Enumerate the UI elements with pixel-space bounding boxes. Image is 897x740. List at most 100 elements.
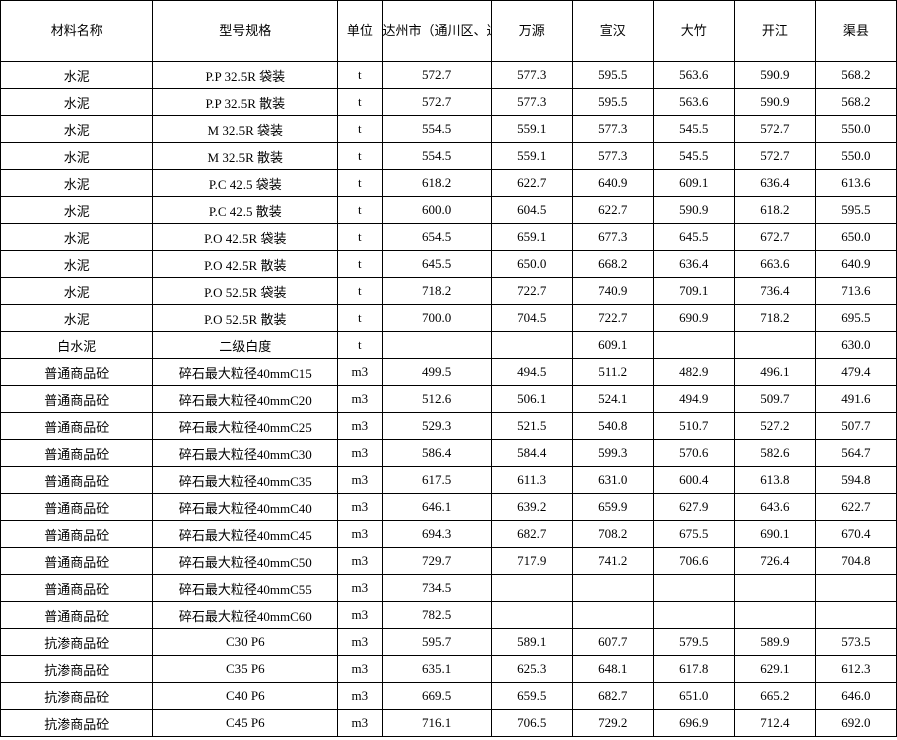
cell-v3: 595.5 [572,89,653,116]
cell-v5: 590.9 [734,62,815,89]
cell-v1: 646.1 [382,494,491,521]
cell-v6 [815,575,896,602]
cell-unit: m3 [338,629,382,656]
cell-v6: 670.4 [815,521,896,548]
materials-price-table: 材料名称型号规格单位达州市（通川区、达川区、高新区）万源宣汉大竹开江渠县 水泥P… [0,0,897,737]
cell-v6: 622.7 [815,494,896,521]
cell-v4: 609.1 [653,170,734,197]
cell-v6: 594.8 [815,467,896,494]
col-header-v6: 渠县 [815,1,896,62]
cell-v3: 740.9 [572,278,653,305]
cell-v2: 577.3 [491,89,572,116]
cell-v4: 600.4 [653,467,734,494]
cell-spec: C30 P6 [153,629,338,656]
cell-name: 水泥 [1,305,153,332]
cell-v5: 613.8 [734,467,815,494]
cell-v3: 540.8 [572,413,653,440]
cell-v6: 564.7 [815,440,896,467]
cell-name: 普通商品砼 [1,494,153,521]
cell-v3: 609.1 [572,332,653,359]
cell-unit: m3 [338,386,382,413]
cell-v2: 577.3 [491,62,572,89]
cell-name: 普通商品砼 [1,575,153,602]
cell-v2: 704.5 [491,305,572,332]
cell-v4: 545.5 [653,143,734,170]
cell-v3: 668.2 [572,251,653,278]
cell-unit: m3 [338,656,382,683]
cell-v6: 650.0 [815,224,896,251]
cell-v3: 659.9 [572,494,653,521]
cell-v1: 729.7 [382,548,491,575]
table-row: 水泥M 32.5R 散装t554.5559.1577.3545.5572.755… [1,143,897,170]
cell-unit: m3 [338,548,382,575]
cell-name: 普通商品砼 [1,548,153,575]
cell-v6: 568.2 [815,89,896,116]
cell-name: 水泥 [1,143,153,170]
cell-v6: 692.0 [815,710,896,737]
cell-v5: 665.2 [734,683,815,710]
cell-spec: 碎石最大粒径40mmC15 [153,359,338,386]
cell-spec: M 32.5R 散装 [153,143,338,170]
cell-v1: 586.4 [382,440,491,467]
cell-v4: 563.6 [653,89,734,116]
cell-v3: 511.2 [572,359,653,386]
cell-v6: 595.5 [815,197,896,224]
cell-spec: C45 P6 [153,710,338,737]
cell-v1: 600.0 [382,197,491,224]
table-row: 普通商品砼碎石最大粒径40mmC30m3586.4584.4599.3570.6… [1,440,897,467]
cell-spec: C40 P6 [153,683,338,710]
cell-v5 [734,575,815,602]
cell-name: 抗渗商品砼 [1,710,153,737]
cell-v1: 572.7 [382,89,491,116]
cell-v1: 595.7 [382,629,491,656]
cell-v5: 572.7 [734,116,815,143]
cell-v3: 599.3 [572,440,653,467]
cell-v4: 482.9 [653,359,734,386]
cell-v3: 595.5 [572,62,653,89]
cell-v1: 782.5 [382,602,491,629]
cell-spec: P.O 42.5R 散装 [153,251,338,278]
cell-v1: 645.5 [382,251,491,278]
cell-v4: 590.9 [653,197,734,224]
col-header-v2: 万源 [491,1,572,62]
cell-v1: 669.5 [382,683,491,710]
cell-v3: 577.3 [572,116,653,143]
cell-v4 [653,575,734,602]
cell-spec: 碎石最大粒径40mmC55 [153,575,338,602]
cell-v1: 499.5 [382,359,491,386]
cell-unit: m3 [338,683,382,710]
cell-name: 水泥 [1,170,153,197]
cell-spec: P.O 42.5R 袋装 [153,224,338,251]
cell-v5: 672.7 [734,224,815,251]
cell-name: 抗渗商品砼 [1,683,153,710]
cell-v2: 506.1 [491,386,572,413]
cell-v3: 607.7 [572,629,653,656]
cell-unit: t [338,332,382,359]
table-row: 水泥P.O 42.5R 袋装t654.5659.1677.3645.5672.7… [1,224,897,251]
cell-spec: 碎石最大粒径40mmC40 [153,494,338,521]
table-body: 水泥P.P 32.5R 袋装t572.7577.3595.5563.6590.9… [1,62,897,737]
cell-v4 [653,332,734,359]
cell-v5: 690.1 [734,521,815,548]
cell-spec: P.P 32.5R 散装 [153,89,338,116]
cell-v1: 734.5 [382,575,491,602]
cell-v3: 729.2 [572,710,653,737]
cell-v2: 717.9 [491,548,572,575]
cell-v6: 479.4 [815,359,896,386]
cell-v5: 572.7 [734,143,815,170]
col-header-unit: 单位 [338,1,382,62]
cell-v5: 718.2 [734,305,815,332]
cell-v6: 507.7 [815,413,896,440]
cell-v5: 496.1 [734,359,815,386]
cell-name: 抗渗商品砼 [1,656,153,683]
cell-v3: 741.2 [572,548,653,575]
cell-v2: 639.2 [491,494,572,521]
cell-v2: 604.5 [491,197,572,224]
cell-v3: 577.3 [572,143,653,170]
cell-v6: 612.3 [815,656,896,683]
cell-unit: m3 [338,413,382,440]
cell-name: 白水泥 [1,332,153,359]
cell-name: 抗渗商品砼 [1,629,153,656]
cell-v5 [734,332,815,359]
cell-v2: 722.7 [491,278,572,305]
